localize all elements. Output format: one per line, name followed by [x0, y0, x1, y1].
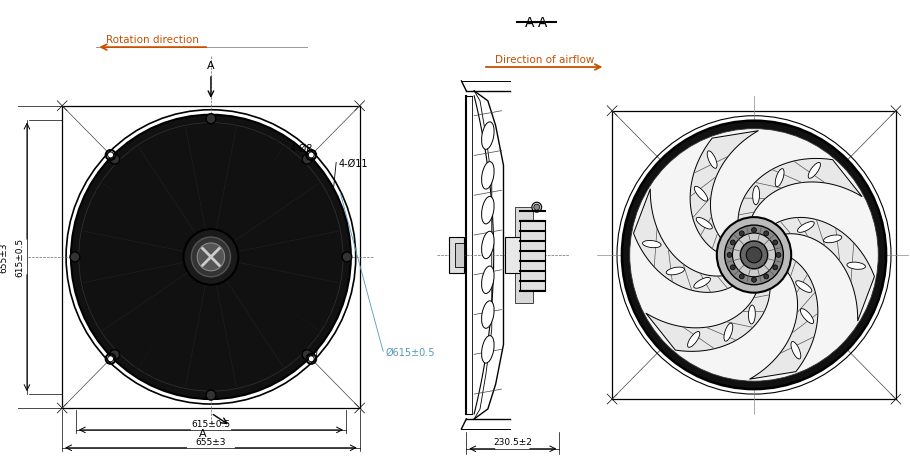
Circle shape [206, 390, 216, 400]
Circle shape [71, 116, 351, 399]
Circle shape [184, 229, 238, 285]
Ellipse shape [481, 336, 494, 363]
Ellipse shape [666, 268, 684, 275]
Ellipse shape [808, 163, 821, 179]
Circle shape [752, 228, 756, 233]
Ellipse shape [688, 332, 700, 347]
Text: 230.5±2: 230.5±2 [493, 437, 531, 446]
Text: 655±3: 655±3 [0, 242, 8, 273]
Polygon shape [633, 189, 738, 293]
Ellipse shape [481, 232, 494, 259]
Ellipse shape [748, 306, 755, 324]
Ellipse shape [481, 162, 494, 190]
FancyBboxPatch shape [505, 238, 521, 273]
Circle shape [342, 252, 352, 262]
Circle shape [79, 123, 343, 391]
Circle shape [717, 218, 791, 293]
Text: 4-Ø8: 4-Ø8 [289, 143, 312, 153]
Circle shape [763, 274, 769, 279]
Circle shape [302, 350, 312, 360]
Circle shape [741, 241, 768, 269]
Circle shape [776, 253, 781, 258]
Text: A: A [199, 428, 207, 438]
Ellipse shape [481, 267, 494, 294]
Text: 4-Ø11: 4-Ø11 [339, 158, 368, 168]
Text: A-A: A-A [525, 16, 549, 30]
Circle shape [308, 153, 314, 159]
FancyBboxPatch shape [515, 208, 533, 303]
Polygon shape [690, 131, 758, 255]
Circle shape [746, 248, 762, 263]
Ellipse shape [753, 187, 760, 205]
Circle shape [752, 278, 756, 283]
Ellipse shape [707, 151, 717, 169]
Circle shape [191, 238, 230, 277]
Ellipse shape [801, 309, 814, 324]
Circle shape [773, 265, 778, 270]
Circle shape [727, 253, 732, 258]
Circle shape [70, 252, 80, 262]
Circle shape [724, 226, 784, 285]
Circle shape [622, 121, 886, 389]
Ellipse shape [791, 342, 801, 359]
FancyBboxPatch shape [449, 238, 464, 273]
Ellipse shape [724, 324, 733, 341]
Text: Ø615±0.5: Ø615±0.5 [385, 347, 435, 357]
Circle shape [733, 234, 775, 277]
Text: Direction of airflow: Direction of airflow [495, 55, 594, 65]
Ellipse shape [795, 281, 812, 293]
Ellipse shape [481, 301, 494, 328]
Text: Rotation direction: Rotation direction [106, 35, 198, 45]
Text: A: A [207, 61, 215, 71]
Text: 615±0.5: 615±0.5 [15, 238, 24, 277]
Polygon shape [750, 255, 818, 379]
Circle shape [731, 265, 735, 270]
Ellipse shape [824, 236, 842, 243]
Circle shape [107, 356, 114, 362]
Circle shape [773, 240, 778, 246]
Text: 655±3: 655±3 [196, 437, 227, 446]
Circle shape [197, 243, 225, 271]
Circle shape [534, 205, 540, 211]
Circle shape [731, 240, 735, 246]
Text: OOTCE: OOTCE [172, 276, 298, 308]
Polygon shape [646, 283, 770, 352]
Circle shape [206, 115, 216, 124]
Circle shape [739, 231, 744, 237]
Circle shape [308, 356, 314, 362]
Circle shape [531, 203, 541, 213]
Circle shape [107, 153, 114, 159]
Ellipse shape [642, 241, 661, 248]
Ellipse shape [694, 187, 708, 202]
Ellipse shape [797, 222, 814, 233]
Ellipse shape [847, 263, 865, 270]
Polygon shape [738, 159, 862, 228]
Polygon shape [770, 218, 875, 321]
FancyBboxPatch shape [455, 243, 464, 267]
Circle shape [110, 350, 119, 360]
Text: 615±0.5: 615±0.5 [191, 419, 230, 428]
Ellipse shape [693, 278, 711, 288]
FancyBboxPatch shape [521, 221, 544, 290]
Circle shape [763, 231, 769, 237]
Ellipse shape [696, 218, 713, 229]
Circle shape [302, 155, 312, 165]
Ellipse shape [481, 197, 494, 225]
Ellipse shape [775, 169, 784, 187]
Circle shape [739, 274, 744, 279]
Circle shape [110, 155, 119, 165]
Circle shape [630, 129, 878, 381]
Ellipse shape [481, 123, 494, 150]
